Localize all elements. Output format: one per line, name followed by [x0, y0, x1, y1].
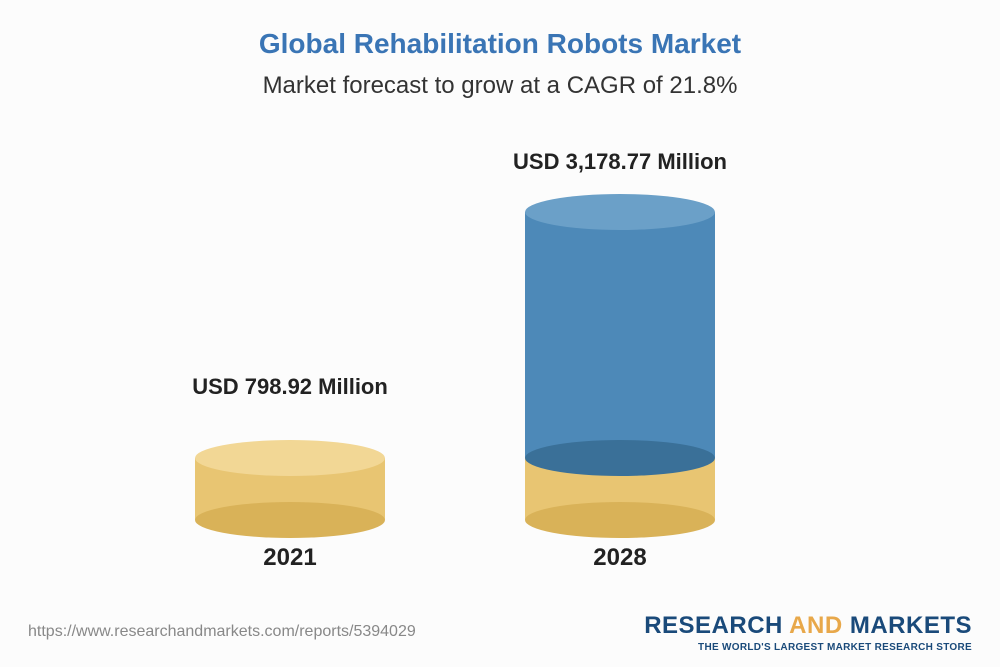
cylinder-2028: [525, 212, 715, 520]
chart-title: Global Rehabilitation Robots Market: [0, 0, 1000, 60]
chart-area: USD 798.92 Million 2021 USD 3,178.77 Mil…: [0, 140, 1000, 580]
cylinder-body-2021: [195, 458, 385, 520]
value-label-2021: USD 798.92 Million: [150, 374, 430, 400]
chart-container: Global Rehabilitation Robots Market Mark…: [0, 0, 1000, 667]
footer: https://www.researchandmarkets.com/repor…: [0, 607, 1000, 667]
logo-word-research: RESEARCH: [644, 612, 783, 639]
year-label-2028: 2028: [525, 544, 715, 572]
value-label-2028: USD 3,178.77 Million: [480, 149, 760, 175]
logo-word-markets: MARKETS: [850, 612, 972, 639]
year-label-2021: 2021: [195, 544, 385, 572]
source-url: https://www.researchandmarkets.com/repor…: [28, 623, 416, 641]
chart-subtitle: Market forecast to grow at a CAGR of 21.…: [0, 60, 1000, 100]
cylinder-2021: [195, 458, 385, 520]
cylinder-main-2028: [525, 212, 715, 458]
logo-text: RESEARCH AND MARKETS: [644, 612, 972, 640]
logo: RESEARCH AND MARKETS THE WORLD'S LARGEST…: [644, 612, 972, 653]
logo-tagline: THE WORLD'S LARGEST MARKET RESEARCH STOR…: [644, 642, 972, 653]
logo-word-and: AND: [789, 612, 843, 639]
